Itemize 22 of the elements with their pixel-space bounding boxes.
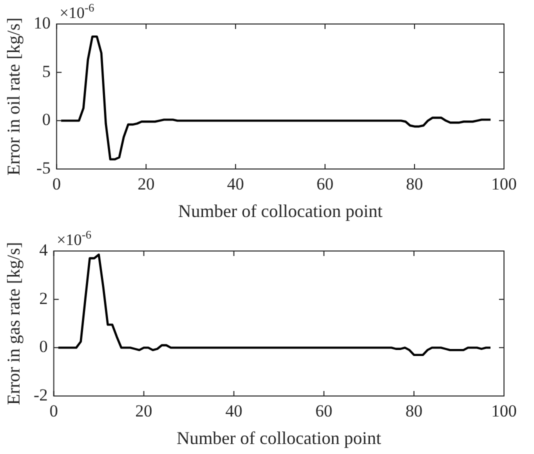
x-tick-label: 40: [225, 402, 242, 421]
y-axis-title: Error in oil rate [kg/s]: [4, 18, 24, 176]
x-tick-label: 80: [405, 402, 422, 421]
y-tick-label: 0: [42, 110, 51, 130]
x-tick-label: 100: [491, 402, 517, 421]
y-tick-label: 10: [34, 13, 51, 32]
y-tick-label: 4: [39, 240, 48, 260]
x-tick-label: 20: [135, 402, 152, 421]
y-tick-label: 2: [39, 288, 48, 308]
y-tick-label: 0: [39, 337, 48, 356]
x-tick-label: 100: [491, 174, 517, 194]
x-tick-label: 60: [315, 402, 332, 421]
y-axis-title: Error in gas rate [kg/s]: [4, 242, 24, 405]
y-tick-label: -5: [36, 158, 51, 178]
x-axis-title: Number of collocation point: [178, 200, 383, 221]
y-tick-label: 5: [42, 62, 51, 81]
x-tick-label: 40: [227, 174, 244, 194]
x-tick-label: 80: [406, 174, 424, 194]
y-tick-label: -2: [34, 385, 48, 404]
x-axis-title: Number of collocation point: [176, 428, 382, 448]
x-tick-label: 20: [138, 174, 155, 194]
x-tick-label: 60: [316, 174, 334, 194]
